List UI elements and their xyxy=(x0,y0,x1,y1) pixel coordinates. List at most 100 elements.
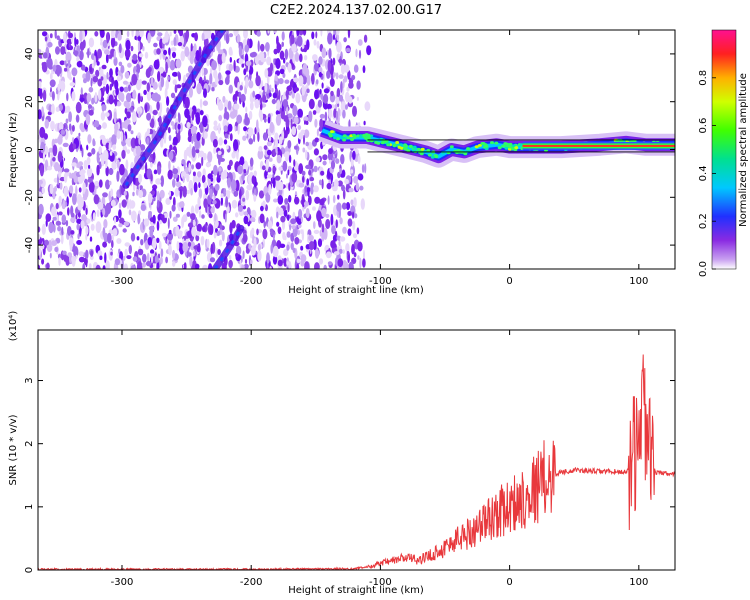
snr-line xyxy=(38,354,675,570)
heatmap-cell xyxy=(87,177,93,183)
heatmap-cell xyxy=(313,148,319,156)
carrier-speckle xyxy=(474,145,479,149)
heatmap-cell xyxy=(162,71,167,78)
heatmap-cell xyxy=(362,65,366,74)
heatmap-cell xyxy=(209,73,213,85)
heatmap-cell xyxy=(245,106,248,113)
heatmap-cell xyxy=(272,177,276,189)
heatmap-cell xyxy=(50,120,55,131)
heatmap-cell xyxy=(328,148,333,155)
heatmap-cell xyxy=(258,51,265,61)
heatmap-cell xyxy=(244,259,248,264)
heatmap-cell xyxy=(38,247,42,256)
heatmap-cell xyxy=(305,120,309,125)
heatmap-cell xyxy=(157,165,162,175)
heatmap-cell xyxy=(52,223,56,233)
x-tick-label: 0 xyxy=(506,276,512,287)
heatmap-cell xyxy=(206,238,210,248)
heatmap-cell xyxy=(187,135,193,143)
heatmap-cell xyxy=(145,260,152,267)
heatmap-cell xyxy=(93,120,100,127)
heatmap-cell xyxy=(143,89,147,95)
heatmap-cell xyxy=(286,173,288,179)
heatmap-cell xyxy=(60,234,64,245)
heatmap-cell xyxy=(277,259,283,267)
heatmap-cell xyxy=(98,179,103,188)
heatmap-cell xyxy=(42,89,47,102)
carrier-speckle xyxy=(514,146,519,150)
heatmap-cell xyxy=(242,234,248,243)
heatmap-cell xyxy=(314,118,318,128)
heatmap-cell xyxy=(138,53,144,58)
heatmap-cell xyxy=(335,158,340,164)
heatmap-cell xyxy=(202,264,209,269)
heatmap-cell xyxy=(168,243,172,256)
heatmap-cell xyxy=(69,237,74,249)
heatmap-cell xyxy=(125,159,129,170)
heatmap-cell xyxy=(158,241,162,250)
heatmap-cell xyxy=(102,39,108,49)
heatmap-trace-core-1 xyxy=(124,30,224,187)
heatmap-cell xyxy=(228,159,233,167)
heatmap-cell xyxy=(55,64,61,71)
heatmap-cell xyxy=(221,52,226,64)
heatmap-cell xyxy=(55,106,60,113)
heatmap-cell xyxy=(357,255,360,260)
heatmap-cell xyxy=(150,173,153,182)
x-tick-label: 100 xyxy=(629,276,648,287)
heatmap-cell xyxy=(111,240,114,249)
heatmap-cell xyxy=(262,228,268,240)
heatmap-cell xyxy=(286,261,290,266)
heatmap-cell xyxy=(48,221,54,234)
heatmap-cell xyxy=(88,109,94,116)
heatmap-cell xyxy=(342,109,346,119)
heatmap-cell xyxy=(101,64,107,70)
heatmap-cell xyxy=(123,263,128,269)
heatmap-cell xyxy=(335,96,341,104)
heatmap-cell xyxy=(181,216,185,229)
heatmap-cell xyxy=(209,188,213,198)
carrier-speckle xyxy=(504,146,509,150)
heatmap-cell xyxy=(268,157,273,162)
heatmap-cell xyxy=(137,40,141,52)
heatmap-cell xyxy=(49,252,52,259)
heatmap-cell xyxy=(190,125,197,136)
heatmap-cell xyxy=(275,109,281,116)
colorbar-tick-label: 0.2 xyxy=(698,213,709,229)
heatmap-cell xyxy=(332,34,336,41)
heatmap-cell xyxy=(73,246,79,258)
heatmap-cell xyxy=(119,163,125,176)
heatmap-cell xyxy=(192,220,196,227)
heatmap-cell xyxy=(38,80,42,90)
heatmap-cell xyxy=(137,64,141,73)
heatmap-cell xyxy=(263,145,268,151)
heatmap-cell xyxy=(257,244,261,251)
heatmap-cell xyxy=(273,48,278,55)
heatmap-cell xyxy=(86,144,89,151)
x-tick-label: -200 xyxy=(240,577,263,588)
heatmap-cell xyxy=(249,157,254,167)
heatmap-cell xyxy=(116,75,122,82)
heatmap-cell xyxy=(250,229,253,239)
heatmap-cell xyxy=(175,58,182,69)
heatmap-cell xyxy=(345,202,351,210)
heatmap-cell xyxy=(87,152,92,157)
carrier-speckle xyxy=(328,134,333,138)
heatmap-cell xyxy=(304,185,307,193)
carrier-speckle xyxy=(359,134,363,138)
heatmap-cell xyxy=(290,218,296,225)
heatmap-cell xyxy=(94,92,98,103)
heatmap-cell xyxy=(174,84,178,94)
heatmap-cell xyxy=(46,244,53,253)
heatmap-cell xyxy=(196,175,202,184)
heatmap-cell xyxy=(243,169,247,174)
heatmap-cell xyxy=(76,60,83,68)
heatmap-cell xyxy=(236,34,241,44)
heatmap-cell xyxy=(203,131,208,139)
heatmap-cell xyxy=(88,181,95,193)
heatmap-cell xyxy=(312,110,317,115)
heatmap-cell xyxy=(336,33,340,42)
heatmap-cell xyxy=(242,250,245,259)
heatmap-cell xyxy=(105,260,110,269)
heatmap-cell xyxy=(54,246,59,253)
